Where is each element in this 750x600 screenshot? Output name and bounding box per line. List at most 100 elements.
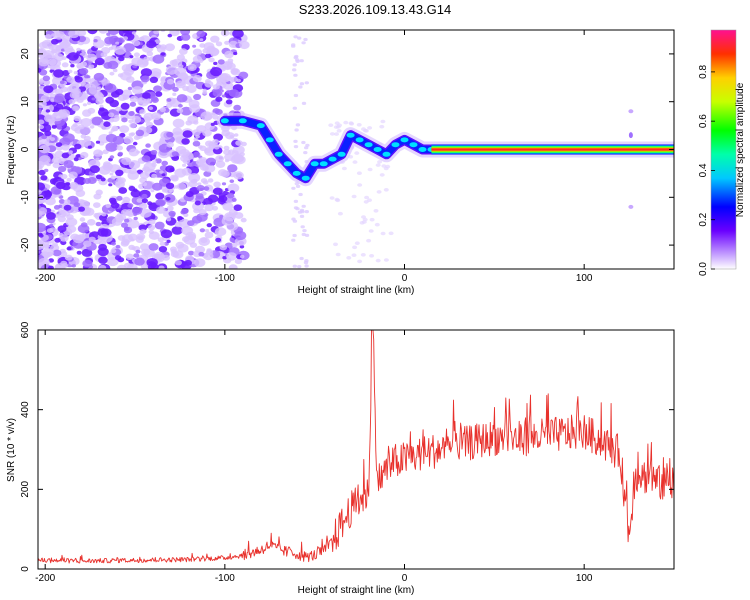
noise-speckle <box>76 47 81 52</box>
spur-mark <box>628 132 633 139</box>
noise-speckle <box>129 122 137 129</box>
noise-speckle <box>206 223 212 228</box>
noise-speckle <box>352 245 358 250</box>
noise-speckle <box>151 173 158 179</box>
noise-speckle <box>239 152 245 157</box>
noise-speckle <box>204 231 214 239</box>
noise-speckle <box>152 160 157 164</box>
noise-speckle <box>204 229 210 233</box>
noise-speckle <box>95 221 102 227</box>
noise-speckle <box>171 226 183 235</box>
noise-speckle <box>369 217 375 222</box>
noise-speckle <box>126 209 133 214</box>
noise-speckle <box>292 264 297 268</box>
noise-speckle <box>87 219 96 226</box>
noise-speckle <box>44 130 52 137</box>
noise-speckle <box>141 182 148 187</box>
noise-speckle <box>141 155 151 163</box>
noise-speckle <box>373 209 379 213</box>
noise-speckle <box>215 160 226 168</box>
noise-speckle <box>193 208 200 214</box>
noise-speckle <box>145 143 151 148</box>
noise-speckle <box>215 96 223 102</box>
noise-speckle <box>227 183 240 193</box>
noise-speckle <box>176 94 188 103</box>
noise-speckle <box>38 222 47 233</box>
snr-y-tick-label: 400 <box>20 401 31 418</box>
noise-speckle <box>38 57 50 67</box>
noise-speckle <box>233 171 244 180</box>
noise-speckle <box>222 256 227 260</box>
noise-speckle <box>142 92 151 99</box>
noise-speckle <box>154 221 165 230</box>
noise-speckle <box>97 108 109 117</box>
noise-speckle <box>93 72 105 81</box>
noise-speckle <box>83 240 92 247</box>
noise-speckle <box>139 109 146 115</box>
noise-speckle <box>52 249 62 257</box>
frequency-ridge <box>216 109 674 209</box>
noise-speckle <box>150 189 155 193</box>
noise-speckle <box>194 200 201 206</box>
noise-speckle <box>158 246 168 253</box>
noise-speckle <box>79 67 89 75</box>
noise-speckle <box>38 210 43 218</box>
noise-speckle <box>47 58 57 66</box>
spur-mark <box>628 109 634 114</box>
noise-speckle <box>131 207 143 215</box>
noise-speckle <box>292 233 297 238</box>
noise-speckle <box>147 263 159 269</box>
noise-speckle <box>301 140 306 145</box>
noise-speckle <box>76 250 82 255</box>
ridge-highlight <box>409 142 418 148</box>
noise-speckle <box>128 160 141 170</box>
noise-speckle <box>200 111 213 121</box>
noise-speckle <box>94 57 105 66</box>
noise-speckle <box>212 89 223 97</box>
noise-speckle <box>171 151 179 157</box>
noise-speckle <box>72 123 78 127</box>
noise-speckle <box>192 140 201 147</box>
noise-speckle <box>128 119 134 124</box>
noise-speckle <box>189 104 201 113</box>
noise-speckle <box>212 187 223 195</box>
noise-speckle <box>122 234 133 243</box>
noise-speckle <box>304 81 309 85</box>
noise-speckle <box>43 79 51 85</box>
noise-speckle <box>198 251 205 257</box>
noise-speckle <box>42 50 55 59</box>
noise-speckle <box>225 99 233 105</box>
noise-speckle <box>114 46 126 55</box>
noise-speckle <box>231 197 237 202</box>
noise-speckle <box>57 225 67 233</box>
noise-speckle <box>131 115 142 124</box>
ridge-highlight <box>400 137 409 143</box>
noise-speckle <box>199 43 206 48</box>
noise-speckle <box>53 189 61 195</box>
noise-speckle <box>172 127 183 135</box>
noise-speckle <box>54 237 61 243</box>
noise-speckle <box>218 73 232 83</box>
noise-speckle <box>228 264 238 269</box>
noise-speckle <box>292 63 297 67</box>
noise-speckle <box>224 50 234 59</box>
ridge-highlight <box>256 123 265 129</box>
ridge-highlight <box>355 137 364 143</box>
noise-speckle <box>380 231 386 236</box>
noise-speckle <box>233 155 246 165</box>
noise-speckle <box>128 111 135 117</box>
noise-speckle <box>299 82 305 86</box>
noise-speckle <box>333 125 339 129</box>
noise-speckle <box>212 84 220 90</box>
noise-speckle <box>76 62 84 69</box>
colorbar-tick-label: 0.8 <box>698 64 709 78</box>
noise-speckle <box>305 143 310 147</box>
noise-speckle <box>195 193 204 200</box>
noise-speckle <box>38 108 42 114</box>
noise-speckle <box>107 30 119 35</box>
noise-speckle <box>116 195 123 201</box>
noise-speckle <box>49 223 54 227</box>
noise-speckle <box>42 75 51 82</box>
noise-speckle <box>91 116 104 126</box>
noise-speckle <box>168 210 176 217</box>
